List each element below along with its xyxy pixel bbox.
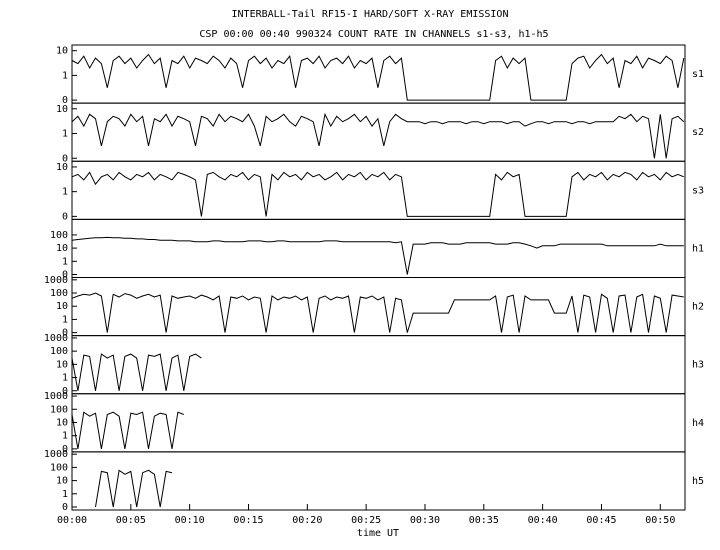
x-tick-label: 00:30 [410, 515, 440, 526]
y-tick-label: 10 [56, 104, 68, 115]
x-tick-label: 00:45 [586, 515, 616, 526]
x-tick-label: 00:35 [469, 515, 499, 526]
chart-title: INTERBALL-Tail RF15-I HARD/SOFT X-RAY EM… [232, 9, 509, 20]
x-tick-label: 00:25 [351, 515, 381, 526]
y-tick-label: 1 [62, 187, 68, 198]
x-axis-label: time UT [357, 528, 399, 539]
y-tick-label: 10 [56, 46, 68, 57]
panel-label: h1 [692, 243, 704, 254]
y-tick-label: 1000 [44, 449, 68, 460]
y-tick-label: 1 [62, 431, 68, 442]
y-tick-label: 100 [50, 230, 68, 241]
y-tick-label: 0 [62, 95, 68, 106]
y-tick-label: 1 [62, 129, 68, 140]
y-tick-label: 0 [62, 153, 68, 164]
series-line [71, 236, 684, 275]
panel-label: s1 [692, 69, 704, 80]
y-tick-label: 0 [62, 211, 68, 222]
panel-label: s2 [692, 127, 704, 138]
y-tick-label: 0 [62, 270, 68, 281]
y-tick-label: 1000 [44, 391, 68, 402]
y-tick-label: 10 [56, 301, 68, 312]
y-tick-label: 0 [62, 386, 68, 397]
y-tick-label: 100 [50, 462, 68, 473]
y-tick-label: 1 [62, 373, 68, 384]
chart-subtitle: CSP 00:00 00:40 990324 COUNT RATE IN CHA… [199, 29, 548, 40]
y-tick-label: 10 [56, 417, 68, 428]
series-line [95, 469, 173, 508]
y-tick-label: 100 [50, 288, 68, 299]
series-line [71, 353, 202, 391]
panel-label: s3 [692, 185, 704, 196]
y-tick-label: 1000 [44, 275, 68, 286]
y-tick-label: 10 [56, 476, 68, 487]
series-line [71, 171, 684, 217]
y-tick-label: 100 [50, 346, 68, 357]
series-line [71, 53, 685, 101]
x-tick-label: 00:50 [645, 515, 675, 526]
panel-label: h4 [692, 418, 704, 429]
series-line [71, 411, 184, 449]
series-line [71, 292, 684, 333]
y-tick-label: 10 [56, 243, 68, 254]
panel-label: h3 [692, 360, 704, 371]
x-tick-label: 00:40 [528, 515, 558, 526]
y-tick-label: 1 [62, 314, 68, 325]
y-tick-label: 1 [62, 489, 68, 500]
panel-label: h2 [692, 302, 704, 313]
y-tick-label: 100 [50, 404, 68, 415]
y-tick-label: 0 [62, 444, 68, 455]
x-tick-label: 00:10 [175, 515, 205, 526]
y-tick-label: 10 [56, 359, 68, 370]
y-tick-label: 1 [62, 256, 68, 267]
x-tick-label: 00:15 [233, 515, 263, 526]
y-tick-label: 1000 [44, 333, 68, 344]
x-tick-label: 00:05 [116, 515, 146, 526]
y-tick-label: 10 [56, 162, 68, 173]
y-tick-label: 0 [62, 502, 68, 513]
y-tick-label: 1 [62, 70, 68, 81]
x-tick-label: 00:20 [292, 515, 322, 526]
y-tick-label: 0 [62, 328, 68, 339]
series-line [71, 112, 685, 159]
x-tick-label: 00:00 [57, 515, 87, 526]
panel-label: h5 [692, 476, 704, 487]
